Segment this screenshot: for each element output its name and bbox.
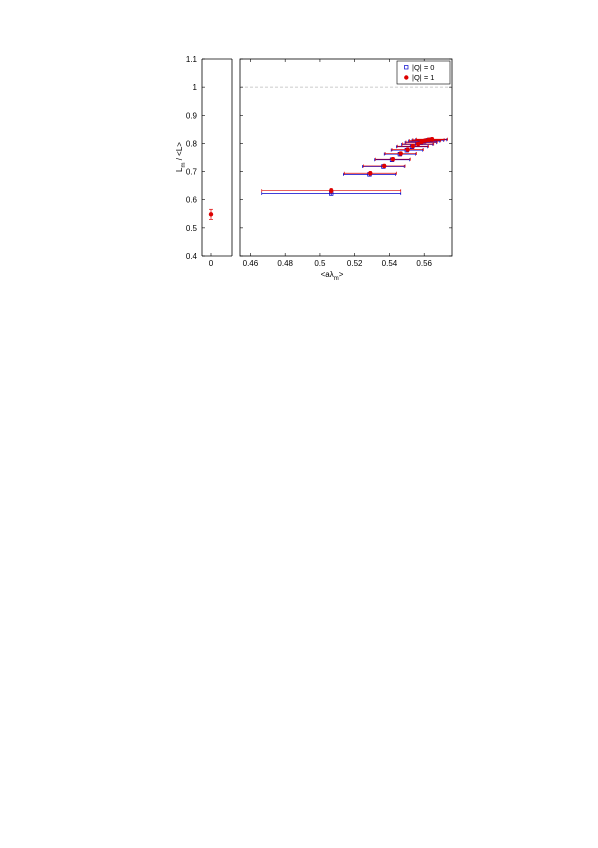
data-point-q1 [368, 171, 373, 176]
x-tick-label: 0.54 [382, 259, 398, 268]
y-tick-label: 0.4 [186, 252, 198, 261]
x-tick-label: 0.5 [314, 259, 326, 268]
legend-marker-q0 [404, 65, 409, 70]
x-axis-label: <aλm> [321, 270, 344, 282]
y-tick-label: 0.8 [186, 139, 198, 148]
data-point-q1 [426, 137, 431, 142]
data-point-q1 [329, 188, 334, 193]
y-tick-label: 0.6 [186, 196, 198, 205]
x-tick-label: 0.48 [277, 259, 293, 268]
x-tick-label: 0 [209, 259, 214, 268]
legend: |Q| = 0 |Q| = 1 [396, 60, 451, 85]
y-axis-label-sub: m [181, 163, 187, 168]
y-tick-label: 1.1 [186, 55, 198, 64]
x-tick-label: 0.46 [243, 259, 259, 268]
x-axis-label-rest: > [339, 270, 344, 279]
data-point-q1 [429, 137, 435, 142]
data-point-q1 [405, 147, 410, 152]
left-panel [201, 58, 233, 257]
x-axis-label-sub: m [334, 276, 339, 282]
y-axis-label-rest: / <L> [175, 142, 184, 163]
y-axis-label: Lm / <L> [175, 142, 187, 172]
data-point-q1 [415, 141, 421, 147]
legend-box [396, 60, 451, 85]
legend-marker-q1 [404, 75, 409, 80]
data-point-q1-zero [208, 212, 214, 217]
data-point-q1 [382, 163, 387, 169]
x-tick-label: 0.52 [347, 259, 363, 268]
y-tick-label: 0.7 [186, 168, 198, 177]
data-marks [208, 137, 449, 220]
data-point-q1 [398, 151, 403, 156]
data-point-q1 [410, 144, 416, 149]
main-plot-frame [239, 58, 453, 257]
y-axis-ticks: 0.4 0.5 0.6 0.7 0.8 0.9 1 1.1 [186, 55, 452, 261]
y-axis-label-main: L [175, 167, 184, 172]
x-tick-label: 0.56 [416, 259, 432, 268]
y-tick-label: 1 [193, 83, 198, 92]
x-axis-ticks: 0 0.46 0.48 0.5 0.52 0.54 0.56 [209, 59, 433, 268]
legend-label-q0: |Q| = 0 [412, 63, 434, 72]
y-tick-label: 0.5 [186, 224, 198, 233]
x-axis-label-main: <aλ [321, 270, 334, 279]
data-point-q1 [390, 156, 396, 162]
legend-label-q1: |Q| = 1 [412, 73, 434, 82]
y-tick-label: 0.9 [186, 111, 198, 120]
